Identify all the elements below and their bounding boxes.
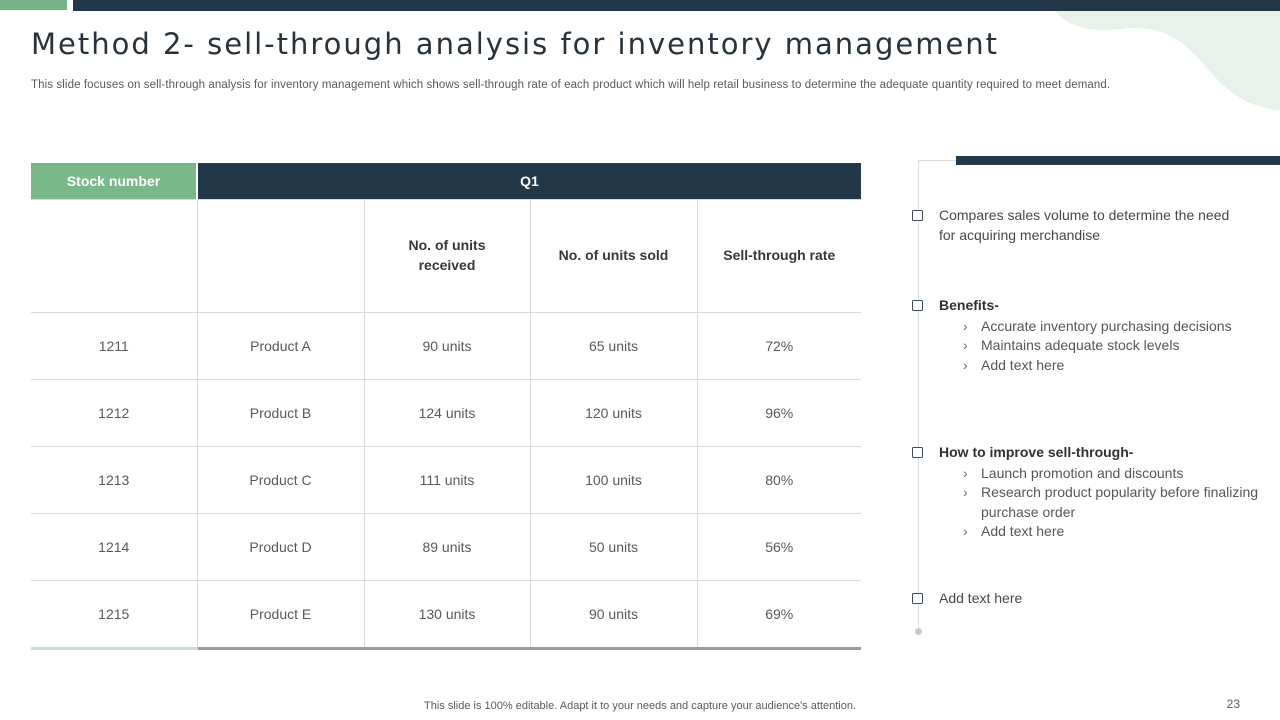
cell-received: 89 units (363, 513, 531, 581)
square-bullet-icon (912, 447, 923, 458)
subheader-empty-2 (196, 199, 365, 313)
table-row: 1211 Product A 90 units 65 units 72% (31, 312, 861, 380)
table-row: 1215 Product E 130 units 90 units 69% (31, 580, 861, 650)
cell-sold: 100 units (529, 446, 698, 514)
chevron-bullet-icon: › (963, 317, 968, 334)
improve-title: How to improve sell-through- (939, 444, 1134, 460)
cell-stock: 1211 (31, 312, 198, 380)
cell-received: 124 units (363, 379, 531, 447)
improve-list: › Launch promotion and discounts › Resea… (939, 464, 1261, 542)
chevron-bullet-icon: › (963, 484, 968, 500)
cell-sold: 90 units (529, 580, 698, 650)
cell-received: 111 units (363, 446, 531, 514)
cell-rate: 56% (696, 513, 861, 581)
cell-stock: 1213 (31, 446, 198, 514)
page-title: Method 2- sell-through analysis for inve… (31, 27, 1000, 61)
chevron-bullet-icon: › (963, 356, 968, 373)
square-bullet-icon (912, 300, 923, 311)
subheader-units-received: No. of units received (363, 199, 531, 313)
top-accent-bar-green (0, 0, 67, 10)
cell-product: Product D (196, 513, 365, 581)
cell-stock: 1214 (31, 513, 198, 581)
list-item: › Launch promotion and discounts (939, 464, 1261, 484)
list-item: › Maintains adequate stock levels (939, 336, 1261, 356)
list-item: › Research product popularity before fin… (939, 483, 1261, 522)
cell-product: Product C (196, 446, 365, 514)
top-accent-bar-navy (73, 0, 1280, 11)
cell-product: Product E (196, 580, 365, 650)
cell-rate: 72% (696, 312, 861, 380)
note-compares-sales: Compares sales volume to determine the n… (912, 206, 1231, 245)
cell-received: 130 units (363, 580, 531, 650)
page-subtitle: This slide focuses on sell-through analy… (31, 79, 1111, 91)
chevron-bullet-icon: › (963, 337, 968, 353)
connector-line-horizontal (918, 160, 956, 161)
cell-rate: 80% (696, 446, 861, 514)
benefits-title: Benefits- (939, 297, 999, 313)
benefits-list: › Accurate inventory purchasing decision… (939, 317, 1261, 376)
table-row: 1212 Product B 124 units 120 units 96% (31, 379, 861, 447)
note-benefits: Benefits- › Accurate inventory purchasin… (912, 296, 1261, 375)
cell-sold: 65 units (529, 312, 698, 380)
cell-stock: 1212 (31, 379, 198, 447)
cell-product: Product B (196, 379, 365, 447)
subheader-sell-through-rate: Sell-through rate (696, 199, 861, 313)
subheader-units-sold: No. of units sold (529, 199, 698, 313)
table-subheader-row: No. of units received No. of units sold … (31, 199, 861, 313)
chevron-bullet-icon: › (963, 523, 968, 539)
note-how-to-improve: How to improve sell-through- › Launch pr… (912, 443, 1261, 542)
square-bullet-icon (912, 210, 923, 221)
cell-rate: 96% (696, 379, 861, 447)
chevron-bullet-icon: › (963, 464, 968, 481)
note-add-text: Add text here (912, 589, 1231, 609)
note-text: Compares sales volume to determine the n… (939, 207, 1230, 243)
note-text: Add text here (939, 590, 1023, 606)
cell-stock: 1215 (31, 580, 198, 650)
cell-rate: 69% (696, 580, 861, 650)
page-number: 23 (1226, 697, 1240, 711)
list-item: › Accurate inventory purchasing decision… (939, 317, 1261, 337)
connector-line-vertical (918, 160, 919, 628)
sell-through-table: Stock number Q1 No. of units received No… (31, 163, 861, 650)
table-header-row: Stock number Q1 (31, 163, 861, 200)
list-item: › Add text here (939, 522, 1261, 542)
cell-product: Product A (196, 312, 365, 380)
cell-sold: 50 units (529, 513, 698, 581)
right-panel-accent-bar (956, 156, 1280, 165)
header-stock-number: Stock number (31, 163, 198, 200)
footer-note: This slide is 100% editable. Adapt it to… (424, 700, 856, 712)
table-row: 1213 Product C 111 units 100 units 80% (31, 446, 861, 514)
cell-sold: 120 units (529, 379, 698, 447)
cell-received: 90 units (363, 312, 531, 380)
connector-end-dot (915, 628, 922, 635)
header-quarter-q1: Q1 (197, 163, 861, 200)
list-item: › Add text here (939, 356, 1261, 376)
subheader-empty-1 (31, 199, 198, 313)
table-row: 1214 Product D 89 units 50 units 56% (31, 513, 861, 581)
square-bullet-icon (912, 593, 923, 604)
